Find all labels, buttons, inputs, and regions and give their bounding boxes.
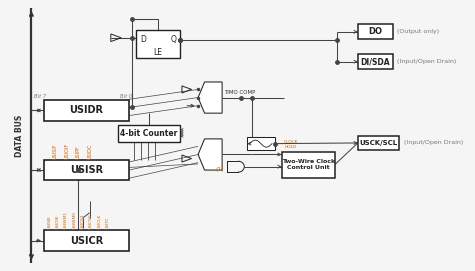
- Text: DO: DO: [368, 27, 382, 36]
- Text: DATA BUS: DATA BUS: [15, 114, 24, 157]
- Text: USISIF: USISIF: [53, 143, 58, 159]
- Text: USICR: USICR: [70, 235, 103, 246]
- Text: USISIE: USISIE: [48, 215, 51, 229]
- Text: USIDC: USIDC: [87, 143, 93, 159]
- Text: TIMO COMP: TIMO COMP: [224, 90, 256, 95]
- Text: USCK/SCL: USCK/SCL: [360, 140, 398, 146]
- Bar: [136, 30, 180, 58]
- Text: Two-Wire Clock
Control Unit: Two-Wire Clock Control Unit: [282, 159, 335, 170]
- Text: USIDR: USIDR: [69, 105, 104, 115]
- Text: USICS1: USICS1: [81, 213, 85, 229]
- Bar: [358, 24, 392, 39]
- Text: 4-bit Counter: 4-bit Counter: [120, 129, 178, 138]
- Text: USISR: USISR: [70, 165, 103, 175]
- Text: (1): (1): [215, 167, 224, 172]
- Text: USIWM0: USIWM0: [72, 211, 76, 229]
- Text: (Input/Open Drain): (Input/Open Drain): [397, 59, 456, 64]
- Bar: [44, 230, 129, 251]
- Bar: [247, 137, 275, 150]
- Text: USICS0: USICS0: [89, 213, 93, 229]
- Bar: [118, 125, 180, 142]
- Text: Q: Q: [170, 35, 176, 44]
- Polygon shape: [198, 82, 222, 113]
- Text: (Input/Open Drain): (Input/Open Drain): [404, 140, 463, 146]
- Text: USIPF: USIPF: [76, 145, 81, 159]
- Polygon shape: [198, 139, 222, 170]
- Text: USIOIF: USIOIF: [65, 142, 69, 159]
- Bar: [358, 54, 392, 69]
- Text: USIWM1: USIWM1: [64, 211, 68, 229]
- Text: DI/SDA: DI/SDA: [361, 57, 390, 66]
- Text: USIOIE: USIOIE: [56, 214, 60, 229]
- Text: CLOCK
HOLD: CLOCK HOLD: [284, 140, 298, 149]
- Bar: [282, 152, 335, 178]
- Text: LE: LE: [153, 47, 162, 57]
- Text: Bit 0: Bit 0: [120, 94, 132, 99]
- Bar: [358, 136, 399, 150]
- Text: (Output only): (Output only): [397, 29, 439, 34]
- Text: USICLK: USICLK: [97, 214, 101, 229]
- Text: USITC: USITC: [105, 217, 110, 229]
- Bar: [44, 160, 129, 180]
- Bar: [44, 100, 129, 121]
- Text: Bit 7: Bit 7: [34, 94, 46, 99]
- Text: D: D: [140, 35, 146, 44]
